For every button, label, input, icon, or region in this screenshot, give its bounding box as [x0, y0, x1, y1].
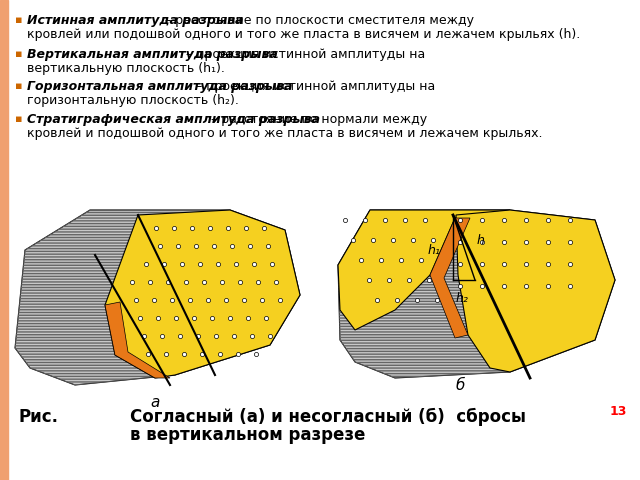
Polygon shape [338, 210, 510, 330]
Text: h: h [477, 233, 485, 247]
Text: – расстояние по нормали между: – расстояние по нормали между [207, 113, 428, 126]
Text: ▪: ▪ [15, 49, 22, 59]
Text: Согласный (а) и несогласный (б)  сбросы: Согласный (а) и несогласный (б) сбросы [130, 408, 526, 426]
Text: ▪: ▪ [15, 114, 22, 124]
Text: ▪: ▪ [15, 15, 22, 25]
Text: Вертикальная амплитуда разрыва: Вертикальная амплитуда разрыва [27, 48, 278, 61]
Text: ▪: ▪ [15, 81, 22, 91]
Text: вертикальную плоскость (h₁).: вертикальную плоскость (h₁). [27, 62, 225, 75]
Text: б: б [455, 378, 465, 393]
Text: Стратиграфическая амплитуда разрыва: Стратиграфическая амплитуда разрыва [27, 113, 320, 126]
Polygon shape [105, 302, 170, 378]
Text: горизонтальную плоскость (h₂).: горизонтальную плоскость (h₂). [27, 94, 239, 107]
Text: h₂: h₂ [456, 292, 468, 305]
Bar [0, 0, 8, 480]
Text: Рис.: Рис. [18, 408, 58, 426]
Text: в вертикальном разрезе: в вертикальном разрезе [130, 426, 365, 444]
Polygon shape [430, 218, 470, 338]
Text: Горизонтальная амплитуда разрыва: Горизонтальная амплитуда разрыва [27, 80, 292, 93]
Text: – проекция истинной амплитуды на: – проекция истинной амплитуды на [192, 80, 435, 93]
Text: кровлей или подошвой одного и того же пласта в висячем и лежачем крыльях (h).: кровлей или подошвой одного и того же пл… [27, 28, 580, 41]
Text: – проекция истинной амплитуды на: – проекция истинной амплитуды на [182, 48, 425, 61]
Polygon shape [105, 210, 300, 378]
Polygon shape [338, 210, 615, 378]
Text: 13: 13 [610, 405, 627, 418]
Polygon shape [15, 210, 300, 385]
Text: а: а [150, 395, 160, 410]
Text: – расстояние по плоскости сместителя между: – расстояние по плоскости сместителя меж… [161, 14, 474, 27]
Polygon shape [456, 210, 615, 372]
Text: Истинная амплитуда разрыва: Истинная амплитуда разрыва [27, 14, 243, 27]
Text: кровлей и подошвой одного и того же пласта в висячем и лежачем крыльях.: кровлей и подошвой одного и того же плас… [27, 127, 543, 140]
Text: h₁: h₁ [427, 243, 440, 256]
